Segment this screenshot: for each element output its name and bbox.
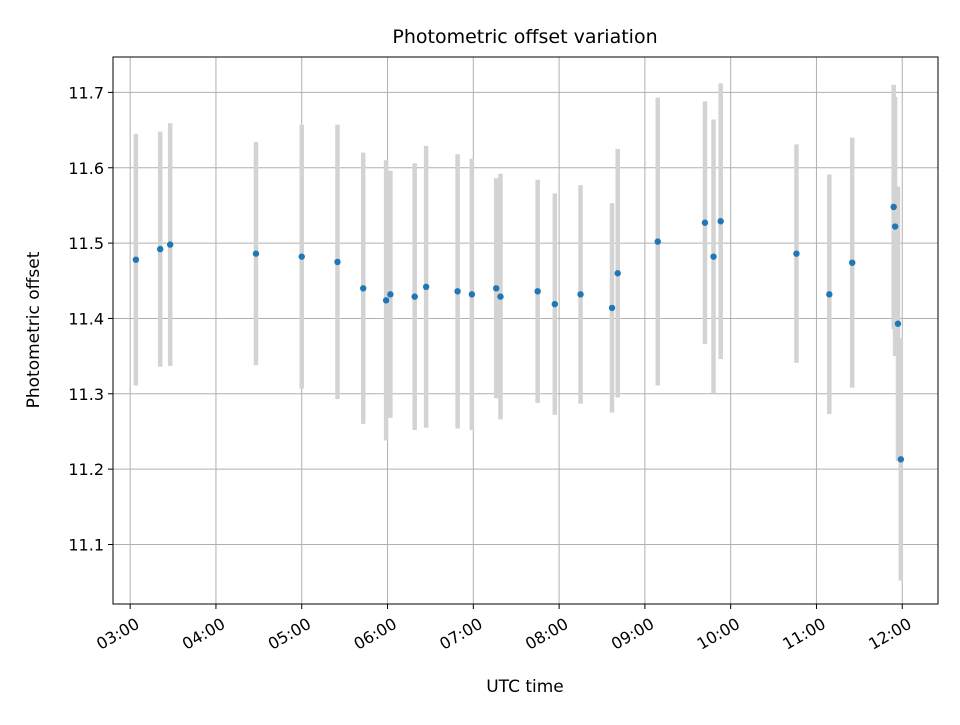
data-point bbox=[894, 320, 902, 327]
data-point bbox=[551, 300, 559, 308]
y-tick-label: 11.4 bbox=[68, 309, 104, 328]
y-tick-label: 11.2 bbox=[68, 460, 104, 479]
data-point bbox=[422, 283, 430, 291]
data-point bbox=[411, 293, 418, 300]
y-tick-label: 11.6 bbox=[68, 159, 104, 178]
data-point bbox=[793, 250, 800, 257]
data-point bbox=[534, 288, 541, 295]
data-point bbox=[897, 456, 905, 463]
data-point bbox=[717, 218, 724, 225]
data-point bbox=[132, 256, 140, 263]
y-tick-label: 11.1 bbox=[68, 535, 104, 554]
data-point bbox=[891, 223, 899, 230]
y-tick-label: 11.5 bbox=[68, 234, 104, 253]
data-point bbox=[492, 285, 500, 292]
data-point bbox=[710, 253, 717, 260]
data-point bbox=[701, 219, 709, 226]
data-point bbox=[156, 245, 164, 253]
data-point bbox=[497, 293, 504, 300]
data-point bbox=[577, 291, 584, 298]
data-point bbox=[654, 238, 661, 245]
plot-frame bbox=[112, 56, 939, 605]
y-tick-label: 11.3 bbox=[68, 385, 104, 404]
data-point bbox=[608, 304, 616, 312]
data-point bbox=[468, 291, 476, 298]
data-point bbox=[360, 285, 367, 292]
data-point bbox=[334, 258, 341, 266]
y-axis-label: Photometric offset bbox=[24, 251, 44, 408]
data-point bbox=[382, 297, 390, 304]
data-point bbox=[252, 250, 260, 257]
data-point bbox=[826, 291, 833, 298]
data-point bbox=[166, 241, 174, 248]
data-point bbox=[387, 291, 394, 298]
data-point bbox=[614, 270, 621, 277]
y-tick-label: 11.7 bbox=[68, 83, 104, 102]
data-point bbox=[849, 259, 856, 266]
x-axis-label: UTC time bbox=[486, 677, 564, 697]
data-point bbox=[890, 203, 897, 211]
data-point bbox=[454, 288, 461, 295]
chart-title: Photometric offset variation bbox=[392, 26, 657, 48]
data-point bbox=[298, 253, 305, 260]
point-layer bbox=[132, 203, 905, 463]
